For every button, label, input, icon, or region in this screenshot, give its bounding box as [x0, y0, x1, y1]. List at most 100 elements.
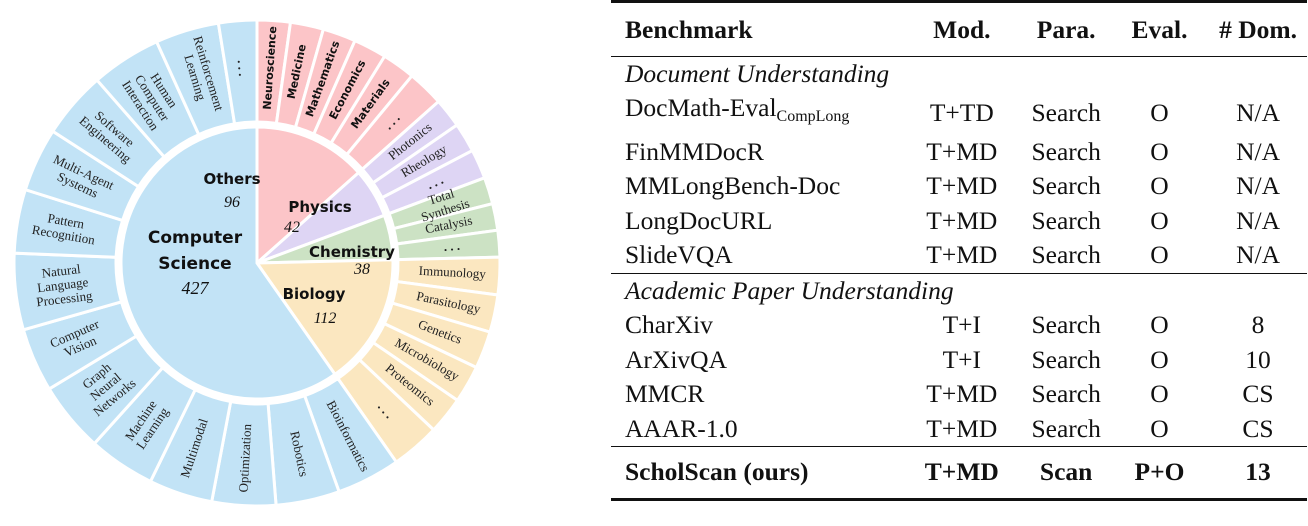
section-title: Academic Paper Understanding [625, 275, 954, 305]
svg-text:. . .: . . . [424, 172, 445, 192]
table-row: SlideVQA T+MD Search O N/A [611, 238, 1307, 273]
modality-cell: T+MD [926, 379, 998, 408]
col-header-paradigm: Para. [1036, 15, 1096, 44]
category-name-biology: Biology [283, 285, 346, 303]
modality-cell: T+I [942, 344, 982, 374]
evaluation-cell: O [1150, 171, 1169, 200]
modality-cell: T+MD [926, 136, 998, 166]
modality-cell: T+MD [926, 240, 998, 269]
domains-cell: CS [1242, 413, 1274, 443]
category-count-chemistry: 38 [353, 261, 370, 278]
evaluation-cell: O [1150, 344, 1169, 374]
modality-cell: T+MD [926, 413, 998, 443]
category-name-computer-science: Science [158, 254, 231, 274]
outer-segment-computer-science-more [216, 18, 259, 126]
category-count-physics: 42 [284, 219, 300, 236]
evaluation-cell: P+O [1134, 457, 1185, 486]
col-header-evaluation: Eval. [1131, 15, 1188, 44]
benchmark-comparison-table: Benchmark Mod. Para. Eval. # Dom. Docume… [611, 0, 1308, 526]
section-header-row: Document Understanding [611, 56, 1307, 91]
benchmark-name: MMLongBench-Doc [625, 171, 841, 200]
evaluation-cell: O [1150, 379, 1169, 408]
benchmark-name: CharXiv [625, 310, 713, 339]
paradigm-cell: Search [1031, 413, 1101, 443]
modality-cell: T+MD [924, 457, 999, 486]
svg-text:. . .: . . . [235, 59, 251, 76]
table-row: AAAR-1.0 T+MD Search O CS [611, 412, 1307, 447]
domains-cell: 8 [1251, 310, 1265, 339]
table-row: MMCR T+MD Search O CS [611, 377, 1307, 412]
modality-cell: T+TD [929, 97, 994, 127]
domains-cell: CS [1242, 379, 1274, 408]
benchmark-name: MMCR [625, 379, 705, 408]
col-header-domains: # Dom. [1219, 15, 1297, 44]
paradigm-cell: Search [1031, 344, 1101, 374]
svg-text:Natural: Natural [41, 261, 82, 281]
table-header-row: Benchmark Mod. Para. Eval. # Dom. [611, 1, 1307, 57]
svg-text:Immunology: Immunology [418, 263, 486, 282]
inner-segment-computer-science [119, 125, 338, 401]
domains-cell: 10 [1245, 344, 1271, 374]
benchmark-name: AAAR-1.0 [625, 413, 738, 443]
category-name-computer-science: Computer [148, 228, 243, 248]
svg-text:Pattern: Pattern [46, 210, 85, 231]
table-row: ArXivQA T+I Search O 10 [611, 343, 1307, 378]
domains-cell: N/A [1236, 171, 1280, 200]
domains-cell: N/A [1236, 240, 1280, 269]
subcategory-label-more: . . . [443, 238, 460, 254]
svg-text:Processing: Processing [36, 288, 94, 310]
inner-ring [119, 125, 395, 401]
svg-text:Optimization: Optimization [235, 423, 254, 493]
subcategory-label-neuroscience: Neuroscience [261, 26, 280, 110]
benchmark-name: LongDocURL [625, 205, 773, 235]
benchmark-name-subscript: CompLong [776, 108, 850, 125]
inner-segment-others [255, 125, 361, 267]
evaluation-cell: O [1150, 310, 1169, 339]
outer-ring [12, 18, 502, 508]
paradigm-cell: Search [1031, 240, 1101, 269]
benchmark-name: SlideVQA [625, 240, 733, 269]
modality-cell: T+MD [926, 171, 998, 200]
evaluation-cell: O [1150, 413, 1169, 443]
paradigm-cell: Search [1031, 97, 1101, 127]
benchmark-table: Benchmark Mod. Para. Eval. # Dom. Docume… [611, 0, 1307, 501]
benchmark-name: ScholScan (ours) [625, 457, 809, 486]
category-name-others: Others [203, 170, 260, 188]
table-row: DocMath-EvalCompLong T+TD Search O N/A [611, 91, 1307, 135]
modality-cell: T+I [942, 310, 982, 339]
subcategory-label-more: . . . [424, 172, 445, 192]
table-row: LongDocURL T+MD Search O N/A [611, 204, 1307, 239]
table-row: CharXiv T+I Search O 8 [611, 308, 1307, 343]
inner-segment-biology [254, 258, 395, 377]
evaluation-cell: O [1150, 205, 1169, 235]
subcategory-label-more: . . . [235, 59, 251, 76]
subcategory-label-immunology: Immunology [418, 263, 486, 282]
section-title: Document Understanding [625, 58, 890, 88]
paradigm-cell: Search [1031, 171, 1101, 200]
category-count-others: 96 [224, 194, 240, 211]
svg-text:Language: Language [36, 274, 89, 295]
col-header-modality: Mod. [933, 15, 991, 44]
domains-cell: N/A [1236, 205, 1280, 235]
benchmark-name: FinMMDocR [625, 136, 764, 166]
domains-cell: N/A [1236, 136, 1280, 166]
col-header-benchmark: Benchmark [625, 15, 753, 44]
domains-cell: 13 [1245, 457, 1271, 486]
paradigm-cell: Search [1031, 310, 1101, 339]
table-row: MMLongBench-Doc T+MD Search O N/A [611, 169, 1307, 204]
sunburst-svg: Neuroscience MedicineMathematicsEconomics… [12, 18, 502, 508]
modality-cell: T+MD [926, 205, 998, 235]
svg-text:Neuroscience: Neuroscience [261, 26, 280, 110]
paradigm-cell: Scan [1039, 457, 1093, 486]
category-count-computer-science: 427 [182, 278, 210, 298]
evaluation-cell: O [1150, 136, 1169, 166]
category-count-biology: 112 [314, 310, 337, 327]
domains-cell: N/A [1236, 97, 1280, 127]
category-name-chemistry: Chemistry [309, 243, 395, 261]
section-header-row: Academic Paper Understanding [611, 273, 1307, 308]
svg-text:. . .: . . . [443, 238, 460, 254]
benchmark-name: DocMath-EvalCompLong [625, 93, 850, 125]
paradigm-cell: Search [1031, 205, 1101, 235]
benchmark-name: ArXivQA [625, 344, 727, 374]
